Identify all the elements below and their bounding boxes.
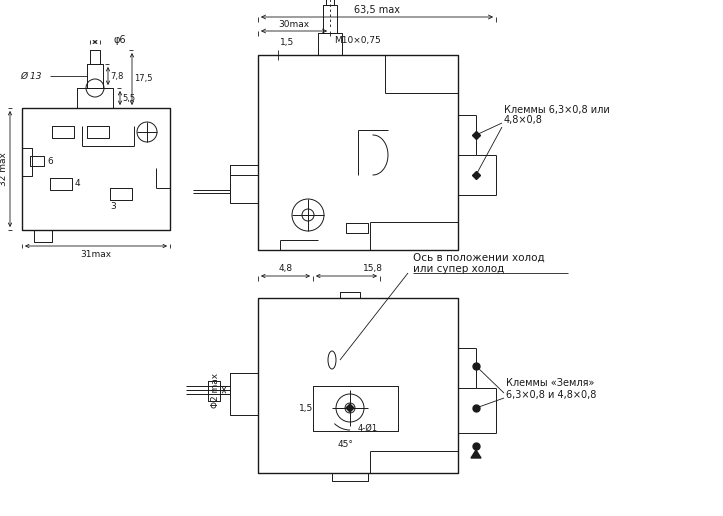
Text: Клеммы 6,3×0,8 или: Клеммы 6,3×0,8 или <box>504 105 609 115</box>
Text: 4: 4 <box>75 180 81 188</box>
Text: 4,8: 4,8 <box>279 264 293 273</box>
Text: 6: 6 <box>47 156 53 166</box>
Text: 5,5: 5,5 <box>122 93 135 103</box>
Text: 31max: 31max <box>80 250 111 259</box>
Text: Ø 13: Ø 13 <box>20 72 41 80</box>
Text: 32 max: 32 max <box>0 152 8 186</box>
Text: Ось в положении холод: Ось в положении холод <box>413 253 544 263</box>
Text: φ6: φ6 <box>113 35 126 45</box>
Text: Клеммы «Земля»: Клеммы «Земля» <box>506 378 594 388</box>
Text: 3: 3 <box>110 202 116 211</box>
Text: Φ2 max: Φ2 max <box>211 373 220 408</box>
Polygon shape <box>471 450 481 458</box>
Text: 15,8: 15,8 <box>363 264 383 273</box>
Text: 4,8×0,8: 4,8×0,8 <box>504 115 543 125</box>
Text: 17,5: 17,5 <box>134 74 153 84</box>
Text: 6,3×0,8 и 4,8×0,8: 6,3×0,8 и 4,8×0,8 <box>506 390 596 400</box>
Polygon shape <box>346 404 354 412</box>
Text: 45°: 45° <box>337 440 353 449</box>
Text: 1,5: 1,5 <box>299 404 313 412</box>
Text: 30max: 30max <box>278 20 309 29</box>
Text: 1,5: 1,5 <box>280 38 294 47</box>
Text: M10×0,75: M10×0,75 <box>334 36 381 45</box>
Text: 7,8: 7,8 <box>110 72 124 80</box>
Text: или супер холод: или супер холод <box>413 264 504 274</box>
Text: 63,5 max: 63,5 max <box>354 5 400 15</box>
Text: 4-Ø1: 4-Ø1 <box>358 424 378 432</box>
